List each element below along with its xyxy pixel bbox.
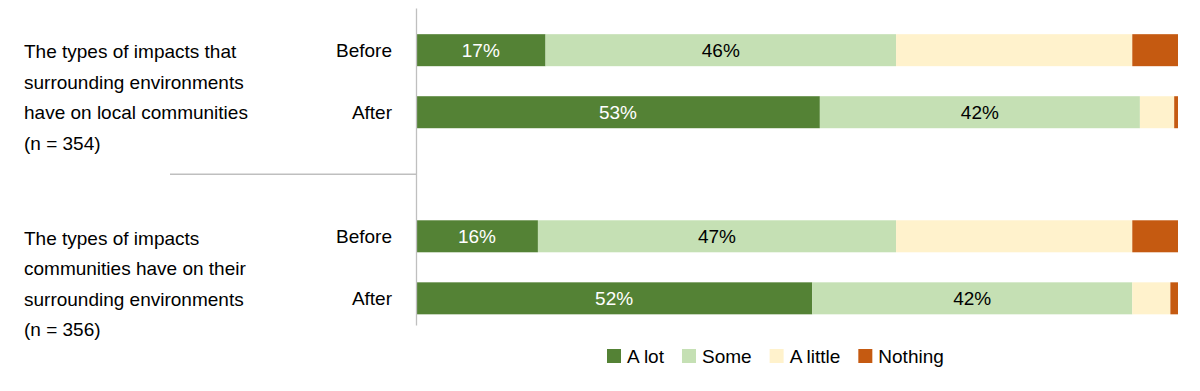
bar-segment: [416, 220, 538, 252]
bar-segment: [1170, 282, 1178, 314]
group-label-line: communities have on their: [24, 258, 246, 279]
data-label: 47%: [698, 226, 736, 247]
data-labels: 17% 46% 53% 42% 16% 47% 52% 42%: [458, 40, 999, 309]
tick-label: Before: [336, 40, 392, 61]
group-label: The types of impacts communities have on …: [24, 228, 246, 310]
tick: Before: [336, 226, 416, 247]
data-label: 17%: [462, 40, 500, 61]
bars: [416, 34, 1178, 314]
tick: After: [352, 288, 416, 309]
legend: A lot Some A little Nothing: [607, 346, 944, 367]
bar-segment: [1132, 282, 1170, 314]
group-label-line: have on local communities: [24, 102, 248, 123]
bar-segment: [416, 96, 820, 128]
bar-segment: [1132, 34, 1178, 66]
legend-item: Some: [682, 346, 752, 367]
bar-segment: [896, 220, 1132, 252]
tick-label: Before: [336, 226, 392, 247]
tick-label: After: [352, 288, 393, 309]
tick: Before: [336, 40, 416, 61]
legend-label: A lot: [627, 346, 665, 367]
group-label-line: surrounding environments: [24, 289, 244, 310]
bar-segment: [538, 220, 896, 252]
legend-swatch: [607, 349, 621, 363]
legend-swatch: [682, 349, 696, 363]
legend-item: Nothing: [858, 346, 944, 367]
group-sample-label: (n = 356): [24, 319, 101, 340]
data-label: 46%: [702, 40, 740, 61]
bar-segment: [1174, 96, 1178, 128]
legend-swatch: [770, 349, 784, 363]
bar-segment: [812, 282, 1132, 314]
group-label-line: The types of impacts that: [24, 41, 237, 62]
group-separator: [170, 174, 416, 175]
chart: 17%46%53%42%16%47%52%42%BeforeAfterBefor…: [0, 0, 1200, 391]
legend-label: Some: [702, 346, 752, 367]
legend-label: Nothing: [878, 346, 944, 367]
group-label-line: The types of impacts: [24, 228, 199, 249]
legend-swatch: [858, 349, 872, 363]
group-label-line: surrounding environments: [24, 72, 244, 93]
bar-segment: [1132, 220, 1178, 252]
legend-item: A little: [770, 346, 841, 367]
tick-label: After: [352, 102, 393, 123]
bar-segment: [416, 282, 812, 314]
group-sample-label: (n = 354): [24, 133, 101, 154]
data-label: 42%: [953, 288, 991, 309]
axis-line: [416, 9, 417, 326]
bar-segment: [896, 34, 1132, 66]
bar-segment: [416, 34, 546, 66]
data-label: 53%: [599, 102, 637, 123]
bar-segment: [820, 96, 1140, 128]
bar-segment: [1140, 96, 1174, 128]
data-label: 42%: [961, 102, 999, 123]
group-label: The types of impacts that surrounding env…: [24, 41, 248, 123]
legend-label: A little: [790, 346, 841, 367]
category-axis: Before After Before After: [336, 9, 416, 326]
bar-segment: [546, 34, 897, 66]
tick: After: [352, 102, 416, 123]
data-label: 16%: [458, 226, 496, 247]
legend-item: A lot: [607, 346, 665, 367]
data-label: 52%: [595, 288, 633, 309]
